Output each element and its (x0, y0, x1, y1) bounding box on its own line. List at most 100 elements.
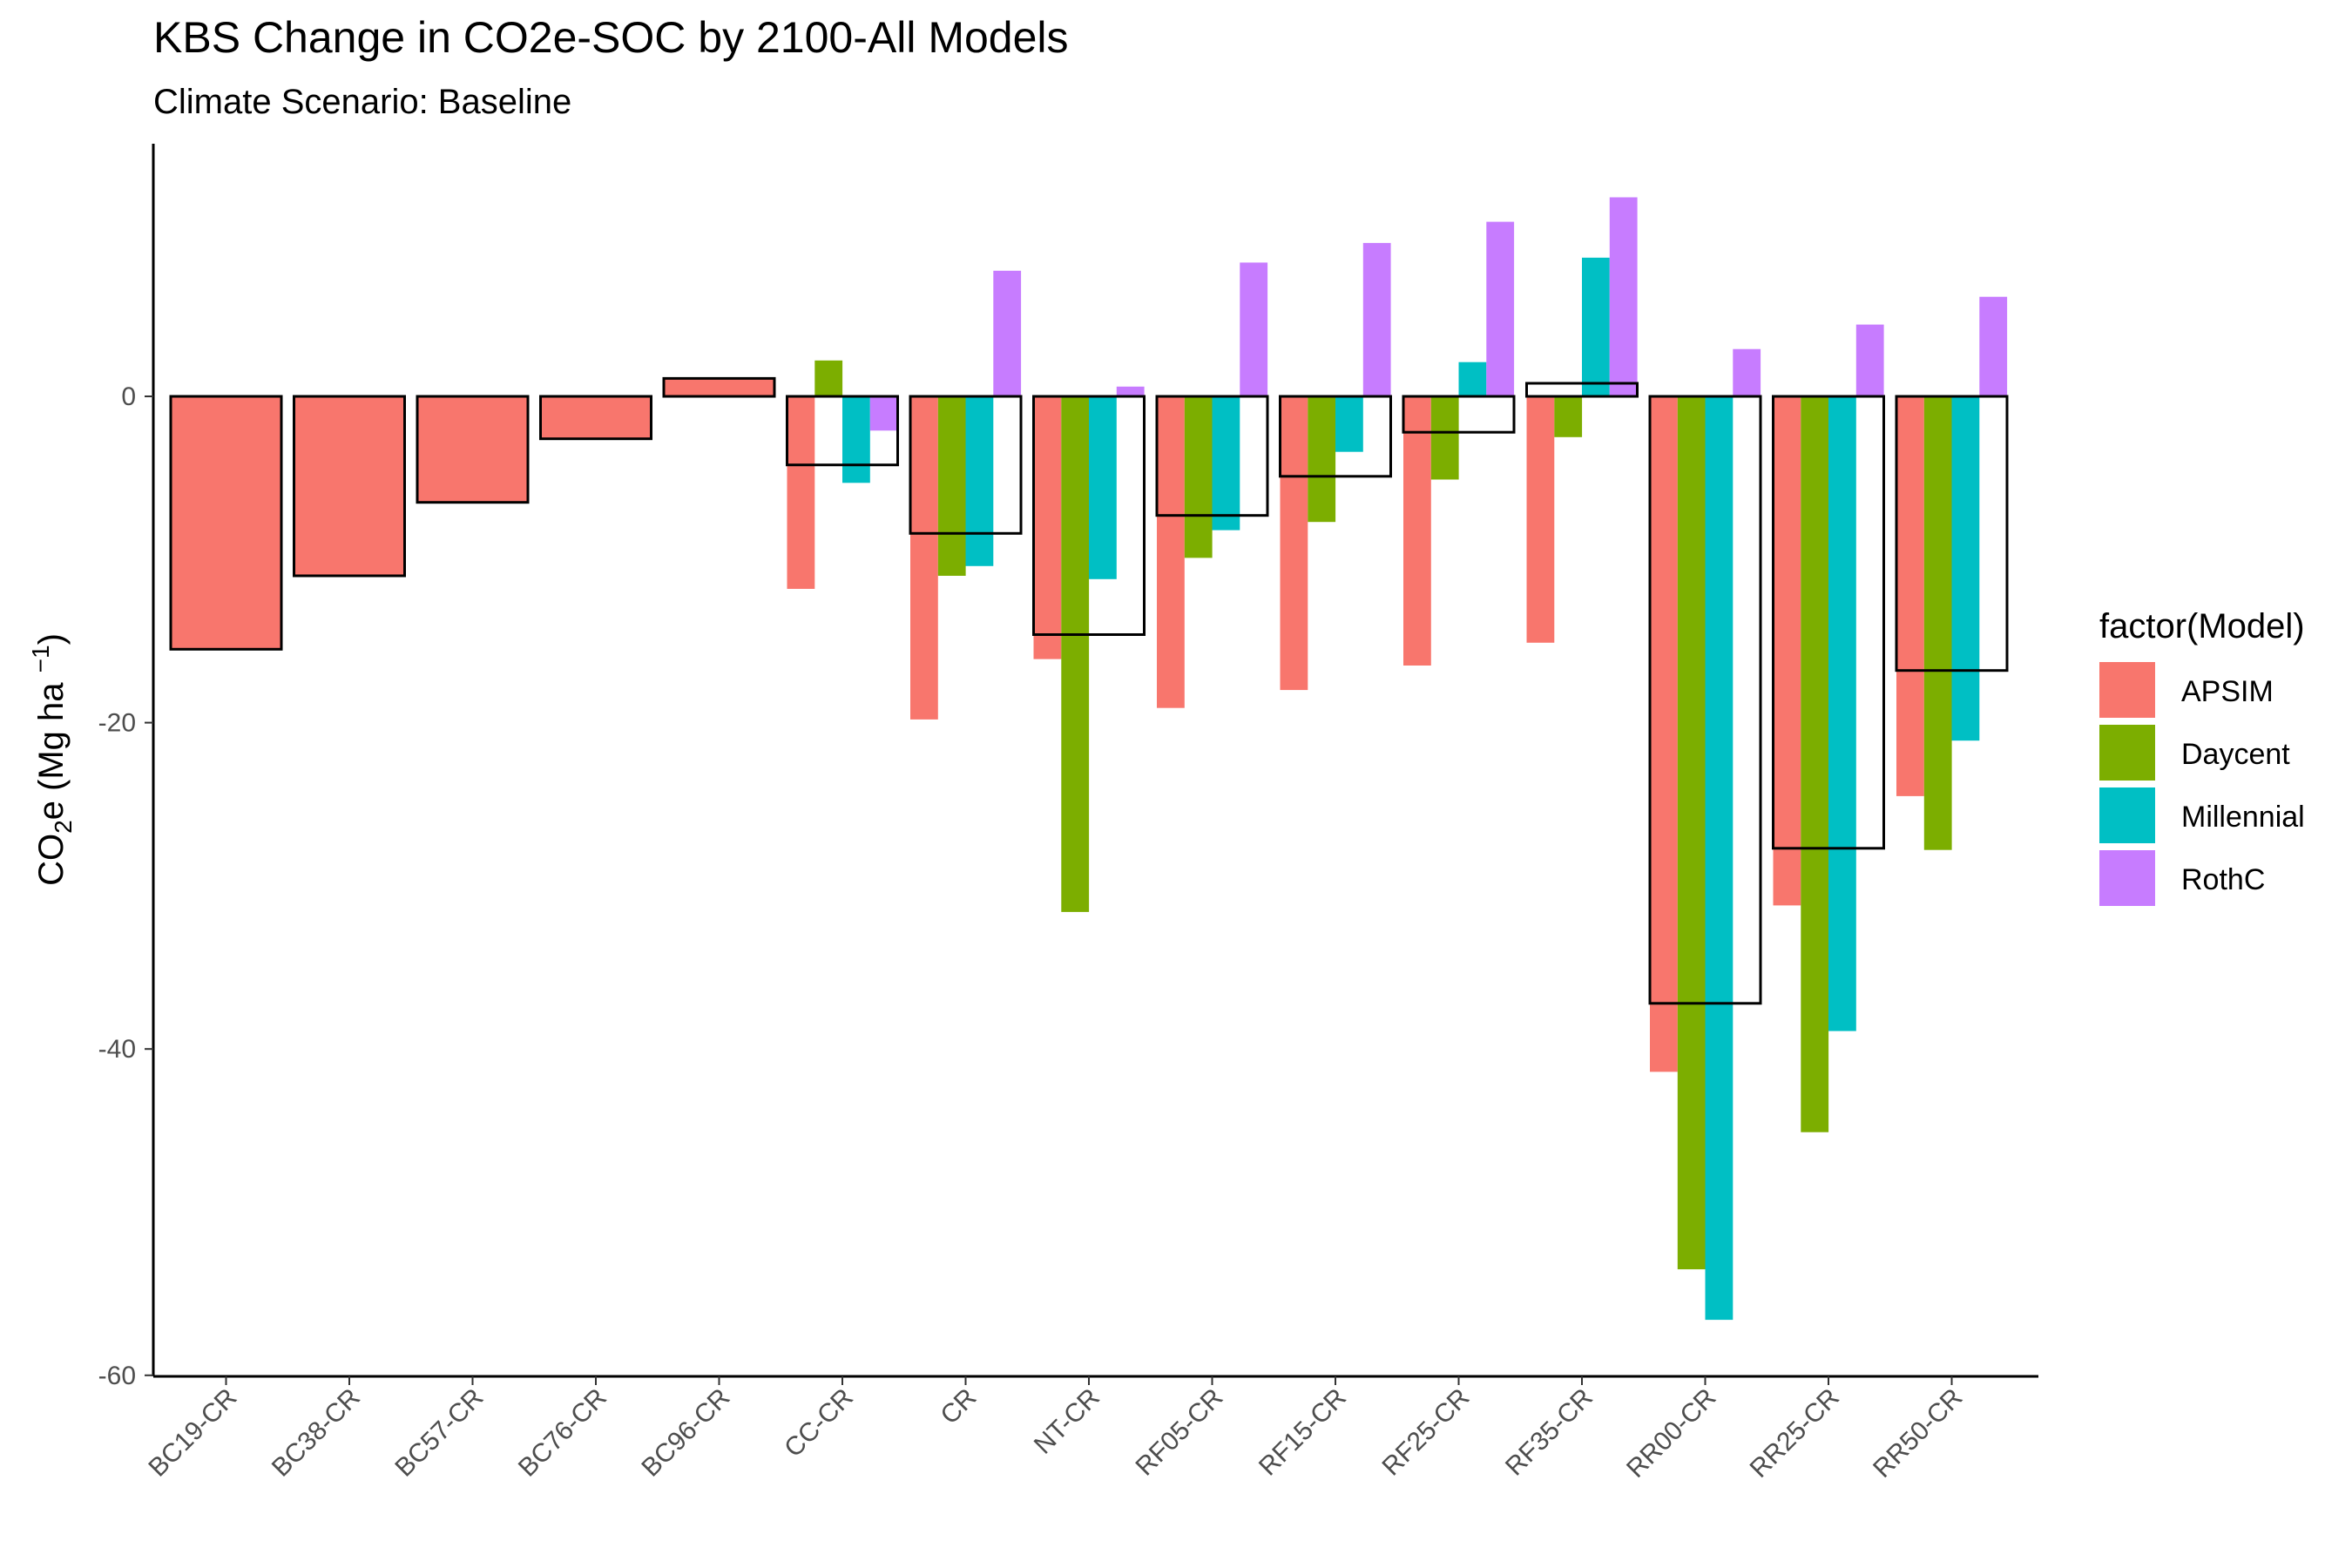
mean-outline-rf05-cr (1155, 395, 1269, 517)
mean-outline-rr00-cr (1648, 395, 1762, 1005)
mean-outline-bc96-cr (662, 376, 776, 398)
legend-key-daycent (2099, 725, 2155, 781)
mean-outline-rr25-cr (1772, 395, 1885, 850)
y-tick-label: -40 (98, 1035, 136, 1064)
x-ticks: BC19-CR BC38-CR BC57-CR BC76-CR BC96-CR CC-CR… (143, 1376, 1968, 1484)
y-axis-title-superscript: −1 (27, 645, 54, 672)
bar-millennial-nt-cr (1089, 396, 1117, 579)
bar-millennial-rr25-cr (1828, 396, 1856, 1031)
x-tick-label: CR (935, 1383, 982, 1430)
x-tick-label: RF35-CR (1500, 1383, 1598, 1482)
y-axis-title-end: ) (32, 633, 71, 645)
bar-rothc-rr25-cr (1855, 324, 1884, 396)
legend: factor(Model) APSIM Daycent Millennial Roth… (2099, 607, 2305, 906)
bar-apsim-bc19-cr (171, 396, 281, 650)
legend-label-rothc: RothC (2181, 863, 2265, 896)
bar-daycent-rr25-cr (1801, 396, 1829, 1132)
x-tick-label: BC19-CR (143, 1383, 242, 1483)
bar-daycent-rr50-cr (1923, 396, 1952, 850)
bar-daycent-rf15-cr (1308, 396, 1336, 523)
bar-millennial-rf35-cr (1582, 257, 1610, 396)
bar-apsim-rf05-cr (1157, 396, 1185, 708)
legend-title: factor(Model) (2099, 607, 2305, 645)
x-tick-label: BC76-CR (513, 1383, 612, 1483)
bar-apsim-bc76-cr (540, 396, 652, 439)
bar-rothc-nt-cr (1116, 386, 1145, 396)
mean-outline-cr (909, 395, 1023, 535)
legend-key-millennial (2099, 787, 2155, 843)
bar-apsim-rf35-cr (1526, 396, 1555, 643)
bar-millennial-cc-cr (842, 396, 870, 483)
mean-outline-rf25-cr (1402, 395, 1516, 434)
bars-layer (171, 197, 2008, 1321)
x-tick-label: RF15-CR (1254, 1383, 1352, 1482)
x-tick-label: RR25-CR (1745, 1383, 1845, 1484)
bar-daycent-rf25-cr (1430, 396, 1459, 480)
x-tick-label: BC96-CR (636, 1383, 735, 1483)
bar-apsim-bc57-cr (417, 396, 528, 503)
x-tick-label: RR50-CR (1868, 1383, 1968, 1484)
bar-apsim-cr (910, 396, 938, 720)
mean-outline-nt-cr (1032, 395, 1146, 636)
bar-daycent-rf05-cr (1184, 396, 1213, 558)
legend-key-rothc (2099, 850, 2155, 906)
bar-millennial-rf15-cr (1335, 396, 1363, 452)
mean-outline-bc19-cr (169, 395, 283, 651)
y-axis-title-middle: e (Mg ha (32, 672, 71, 820)
bar-daycent-cc-cr (814, 360, 843, 396)
y-axis-title: CO2e (Mg ha −1) (27, 633, 77, 886)
mean-outline-bc38-cr (293, 395, 406, 578)
bar-millennial-cr (965, 396, 994, 566)
bar-rothc-rr50-cr (1979, 296, 2008, 396)
mean-outline-cc-cr (786, 395, 899, 467)
mean-outline-rf35-cr (1525, 382, 1639, 398)
y-ticks: 0 -20 -40 -60 (98, 382, 153, 1390)
bar-daycent-cr (937, 396, 966, 576)
x-tick-label: RF25-CR (1377, 1383, 1476, 1482)
y-axis-title-base: CO (32, 834, 71, 886)
bar-apsim-nt-cr (1033, 396, 1062, 659)
bar-rothc-rf05-cr (1240, 262, 1268, 396)
bar-rothc-rr00-cr (1733, 348, 1761, 396)
x-tick-label: RR00-CR (1621, 1383, 1721, 1484)
y-axis-title-subscript: 2 (50, 820, 77, 834)
bar-rothc-cr (993, 270, 1022, 396)
bar-daycent-rr00-cr (1677, 396, 1706, 1270)
chart-subtitle: Climate Scenario: Baseline (153, 83, 571, 121)
x-tick-label: NT-CR (1029, 1383, 1105, 1460)
x-tick-label: BC38-CR (267, 1383, 366, 1483)
bar-rothc-rf25-cr (1486, 221, 1515, 396)
mean-outline-rf15-cr (1279, 395, 1392, 478)
bar-rothc-rf15-cr (1362, 242, 1391, 396)
bar-apsim-cc-cr (787, 396, 815, 589)
mean-outlines-layer (169, 376, 2009, 1005)
bar-millennial-rr00-cr (1705, 396, 1734, 1321)
mean-outline-rr50-cr (1895, 395, 2009, 672)
bar-rothc-cc-cr (869, 396, 898, 431)
y-tick-label: 0 (121, 382, 136, 411)
bar-millennial-rr50-cr (1951, 396, 1980, 741)
bar-apsim-rr25-cr (1773, 396, 1801, 906)
bar-millennial-rf25-cr (1458, 362, 1487, 396)
legend-key-apsim (2099, 662, 2155, 718)
bar-apsim-rr50-cr (1896, 396, 1924, 796)
bar-apsim-rf15-cr (1280, 396, 1308, 691)
bar-apsim-rf25-cr (1403, 396, 1431, 666)
legend-label-daycent: Daycent (2181, 738, 2290, 771)
bar-millennial-rf05-cr (1212, 396, 1240, 531)
y-tick-label: -20 (98, 709, 136, 738)
y-tick-label: -60 (98, 1362, 136, 1390)
x-tick-label: BC57-CR (389, 1383, 489, 1483)
x-tick-label: RF05-CR (1131, 1383, 1229, 1482)
chart-title: KBS Change in CO2e-SOC by 2100-All Model… (153, 13, 1069, 62)
bar-rothc-rf35-cr (1609, 197, 1638, 396)
bar-apsim-bc38-cr (294, 396, 405, 576)
legend-label-millennial: Millennial (2181, 801, 2305, 834)
bar-daycent-rf35-cr (1554, 396, 1583, 437)
bar-daycent-nt-cr (1061, 396, 1090, 912)
bar-apsim-rr00-cr (1650, 396, 1678, 1072)
legend-label-apsim: APSIM (2181, 675, 2274, 708)
mean-outline-bc57-cr (416, 395, 530, 504)
bar-apsim-bc96-cr (664, 378, 774, 396)
